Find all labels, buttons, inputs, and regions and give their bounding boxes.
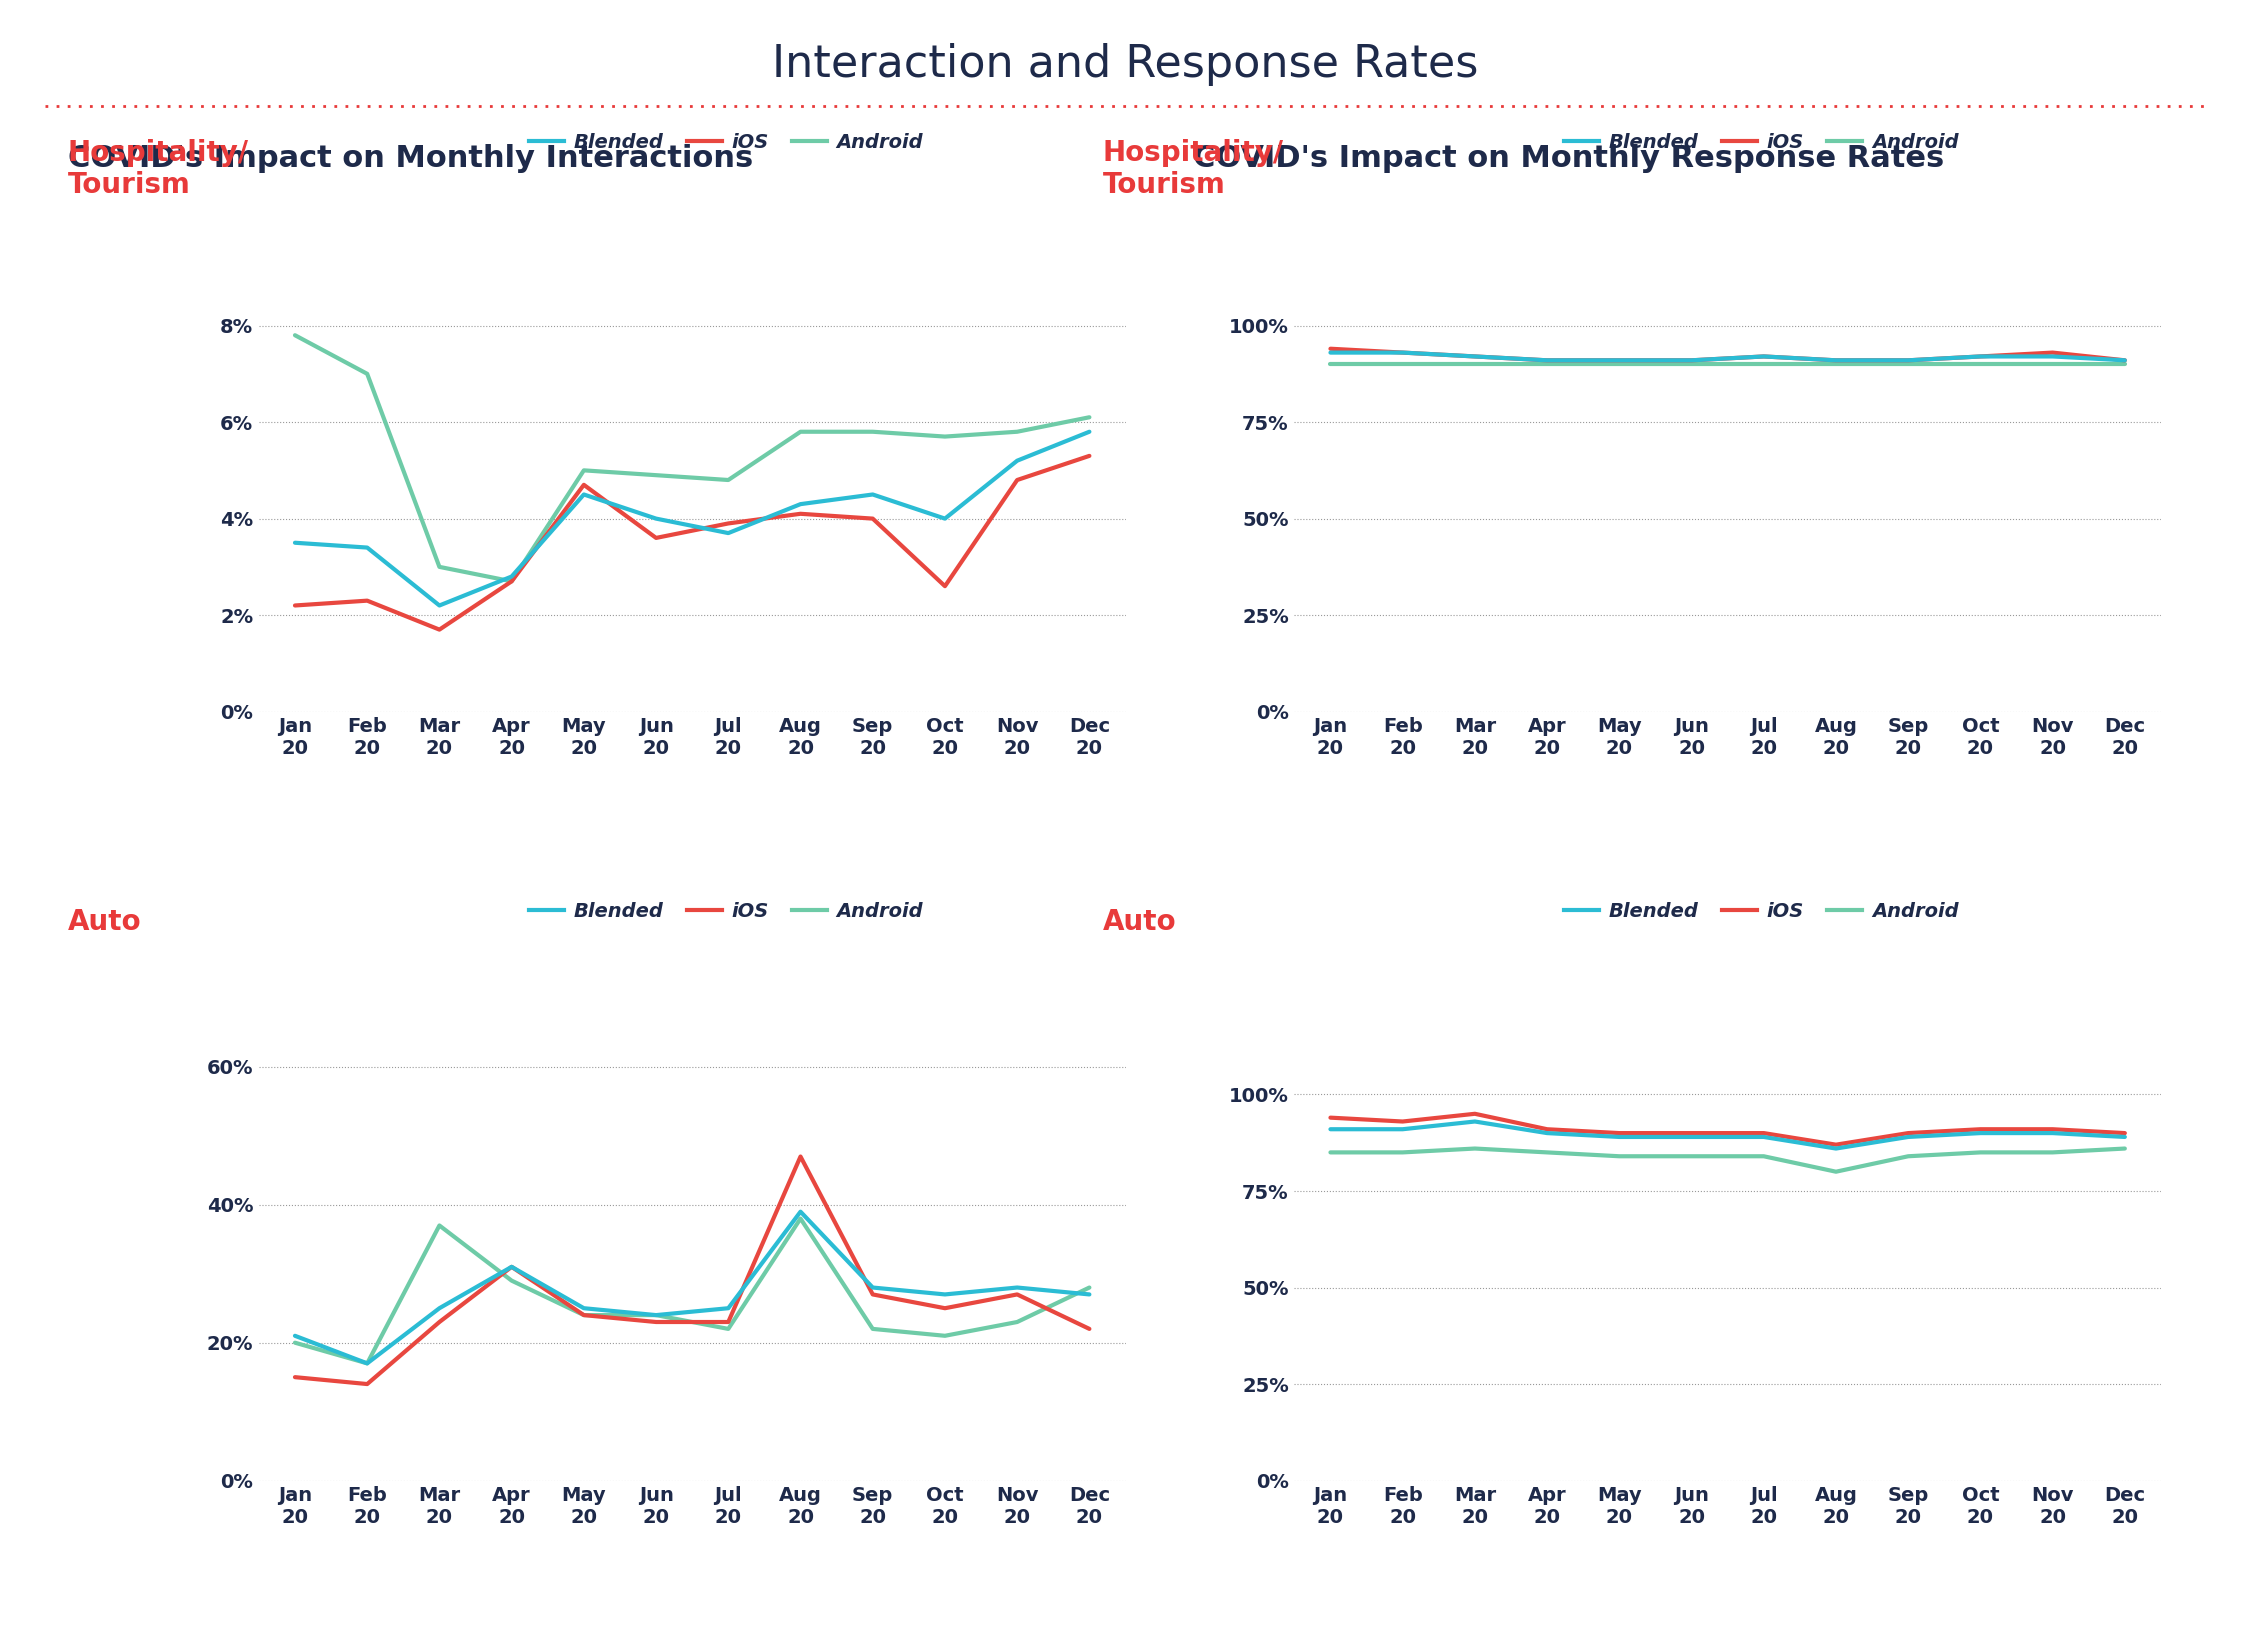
Text: Hospitality/
Tourism: Hospitality/ Tourism [68,139,248,200]
Text: Hospitality/
Tourism: Hospitality/ Tourism [1103,139,1283,200]
Text: Auto: Auto [1103,908,1177,936]
Text: COVID's Impact on Monthly Interactions: COVID's Impact on Monthly Interactions [68,144,752,173]
Legend: Blended, iOS, Android: Blended, iOS, Android [529,901,923,921]
Text: Auto: Auto [68,908,142,936]
Legend: Blended, iOS, Android: Blended, iOS, Android [1564,133,1958,152]
Legend: Blended, iOS, Android: Blended, iOS, Android [1564,901,1958,921]
Text: COVID's Impact on Monthly Response Rates: COVID's Impact on Monthly Response Rates [1193,144,1945,173]
Legend: Blended, iOS, Android: Blended, iOS, Android [529,133,923,152]
Text: Interaction and Response Rates: Interaction and Response Rates [772,43,1479,85]
